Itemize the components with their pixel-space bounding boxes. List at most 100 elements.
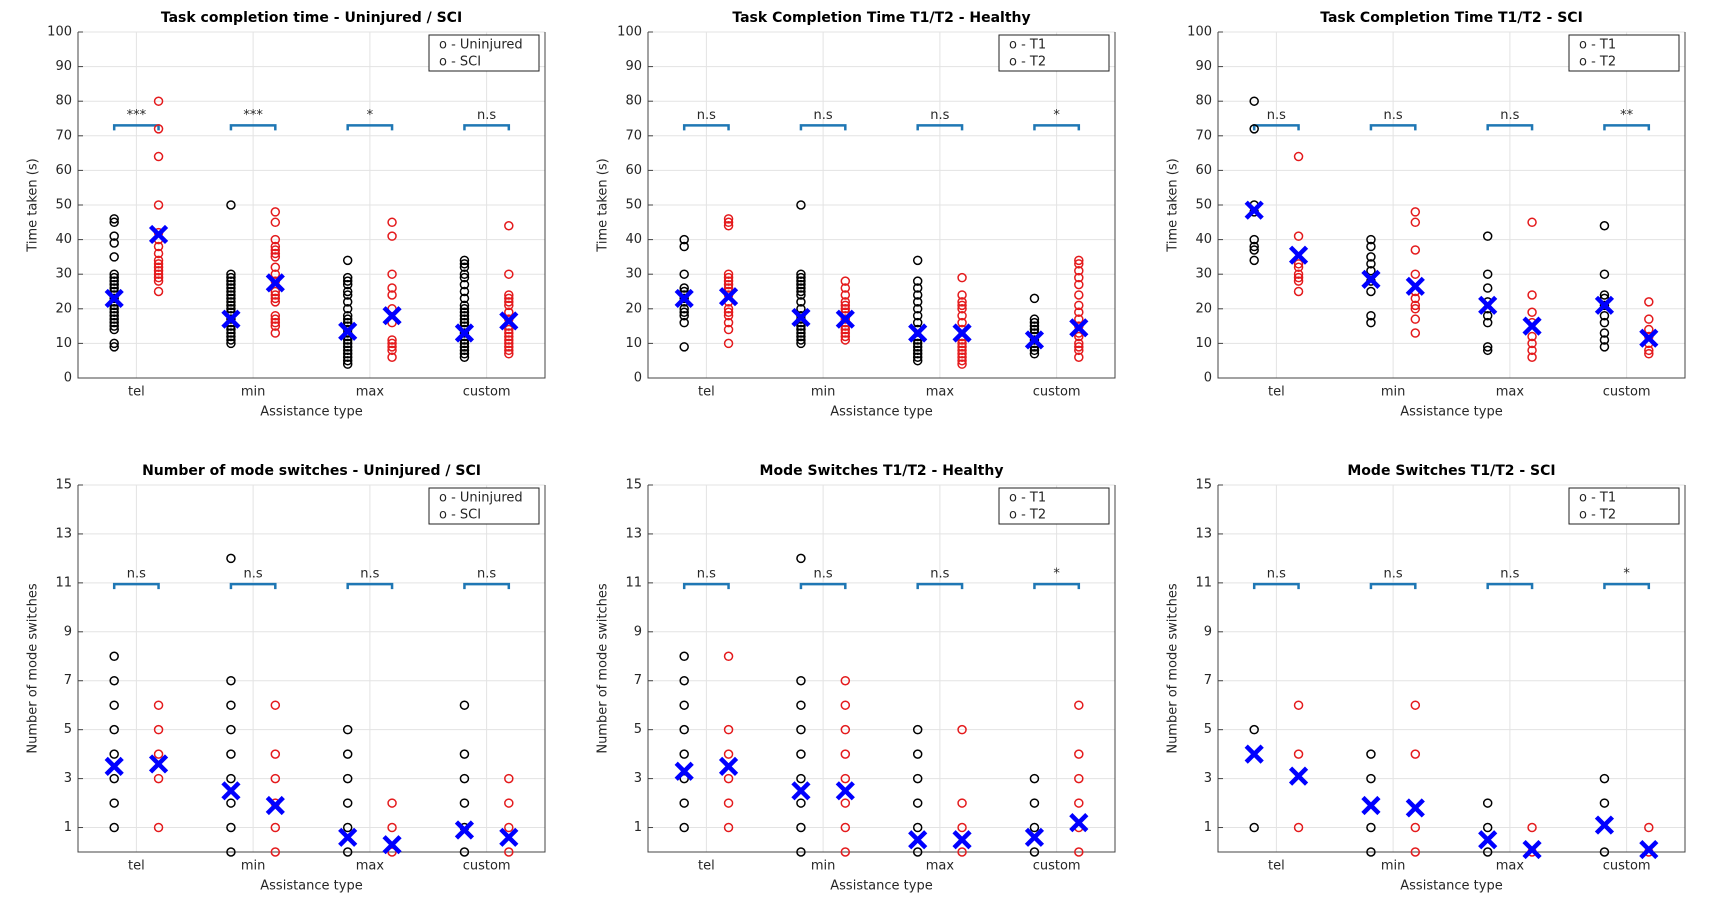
mean-marker (674, 761, 694, 781)
point (723, 279, 734, 290)
point (1293, 272, 1304, 283)
significance-label: n.s (930, 108, 949, 123)
axes (77, 485, 546, 853)
chart-title: Number of mode switches - Uninjured / SC… (142, 463, 481, 479)
point (679, 798, 689, 808)
y-tick-label: 60 (1195, 163, 1212, 178)
significance-label: n.s (1267, 567, 1286, 582)
point (459, 328, 470, 338)
mean-marker (1244, 744, 1264, 764)
mean-marker (1288, 245, 1309, 265)
y-tick-label: 90 (55, 59, 72, 74)
point (226, 338, 236, 349)
point (1029, 314, 1040, 324)
x-tick-label: max (356, 859, 385, 874)
mean-marker (382, 306, 402, 326)
point (342, 345, 353, 356)
legend-entry: o - T2 (1009, 508, 1046, 523)
point (840, 847, 851, 857)
point (679, 310, 689, 321)
point (1293, 749, 1304, 759)
point (459, 255, 470, 266)
x-tick-label: tel (698, 385, 715, 400)
point (153, 259, 164, 269)
point (1074, 279, 1084, 290)
point (723, 221, 734, 231)
y-tick-label: 80 (55, 94, 72, 109)
point (226, 200, 236, 210)
point (796, 700, 806, 710)
significance-label: n.s (360, 567, 379, 582)
point (109, 324, 119, 335)
point (226, 700, 236, 710)
point (1029, 345, 1040, 356)
point (109, 269, 119, 279)
point (796, 331, 806, 342)
chart-title: Mode Switches T1/T2 - Healthy (760, 463, 1004, 479)
point (1029, 773, 1040, 784)
significance-label: n.s (127, 567, 146, 582)
point (796, 286, 806, 297)
y-tick-label: 60 (55, 163, 72, 178)
legend-entry: o - T1 (1009, 491, 1046, 506)
point (459, 773, 470, 784)
legend-entry: o - T1 (1009, 38, 1046, 53)
point (342, 724, 353, 735)
point (226, 279, 236, 290)
point (342, 798, 353, 808)
point (1410, 207, 1421, 217)
point (1249, 245, 1259, 255)
x-tick-label: custom (463, 385, 511, 400)
point (1482, 822, 1493, 833)
point (840, 304, 851, 314)
point (723, 217, 734, 228)
point (912, 355, 923, 366)
significance-label: n.s (1500, 567, 1519, 582)
point (796, 321, 806, 331)
point (723, 822, 734, 833)
x-tick-label: custom (463, 859, 511, 874)
y-tick-label: 40 (55, 232, 72, 247)
point (1293, 276, 1304, 286)
point (387, 231, 397, 241)
point (459, 293, 470, 304)
significance-bracket (229, 582, 277, 590)
point (504, 773, 514, 784)
point (679, 749, 689, 759)
x-tick-label: min (1381, 385, 1406, 400)
point (270, 700, 281, 710)
point (387, 338, 397, 349)
y-tick-label: 11 (625, 575, 642, 590)
legend-entry: o - T2 (1009, 55, 1046, 70)
point (459, 262, 470, 273)
point (840, 700, 851, 710)
y-tick-label: 13 (1195, 526, 1212, 541)
point (957, 822, 967, 833)
mean-marker (1069, 318, 1089, 338)
y-tick-label: 5 (634, 722, 642, 737)
x-axis-label: Assistance type (260, 405, 362, 420)
point (957, 317, 967, 328)
point (723, 798, 734, 808)
legend-box (1568, 487, 1680, 525)
point (723, 307, 734, 318)
significance-label: n.s (697, 108, 716, 123)
y-tick-label: 0 (634, 371, 642, 386)
point (912, 349, 923, 359)
mean-marker (835, 309, 855, 329)
point (1482, 269, 1493, 279)
point (459, 310, 470, 321)
point (912, 749, 923, 759)
mean-marker (1405, 798, 1425, 818)
point (840, 822, 851, 833)
point (1366, 749, 1376, 759)
point (796, 553, 806, 564)
point (1599, 310, 1610, 321)
point (109, 724, 119, 735)
y-tick-label: 3 (634, 771, 642, 786)
point (1410, 822, 1421, 833)
point (1599, 221, 1610, 231)
point (109, 798, 119, 808)
point (109, 651, 119, 662)
point (109, 342, 119, 352)
